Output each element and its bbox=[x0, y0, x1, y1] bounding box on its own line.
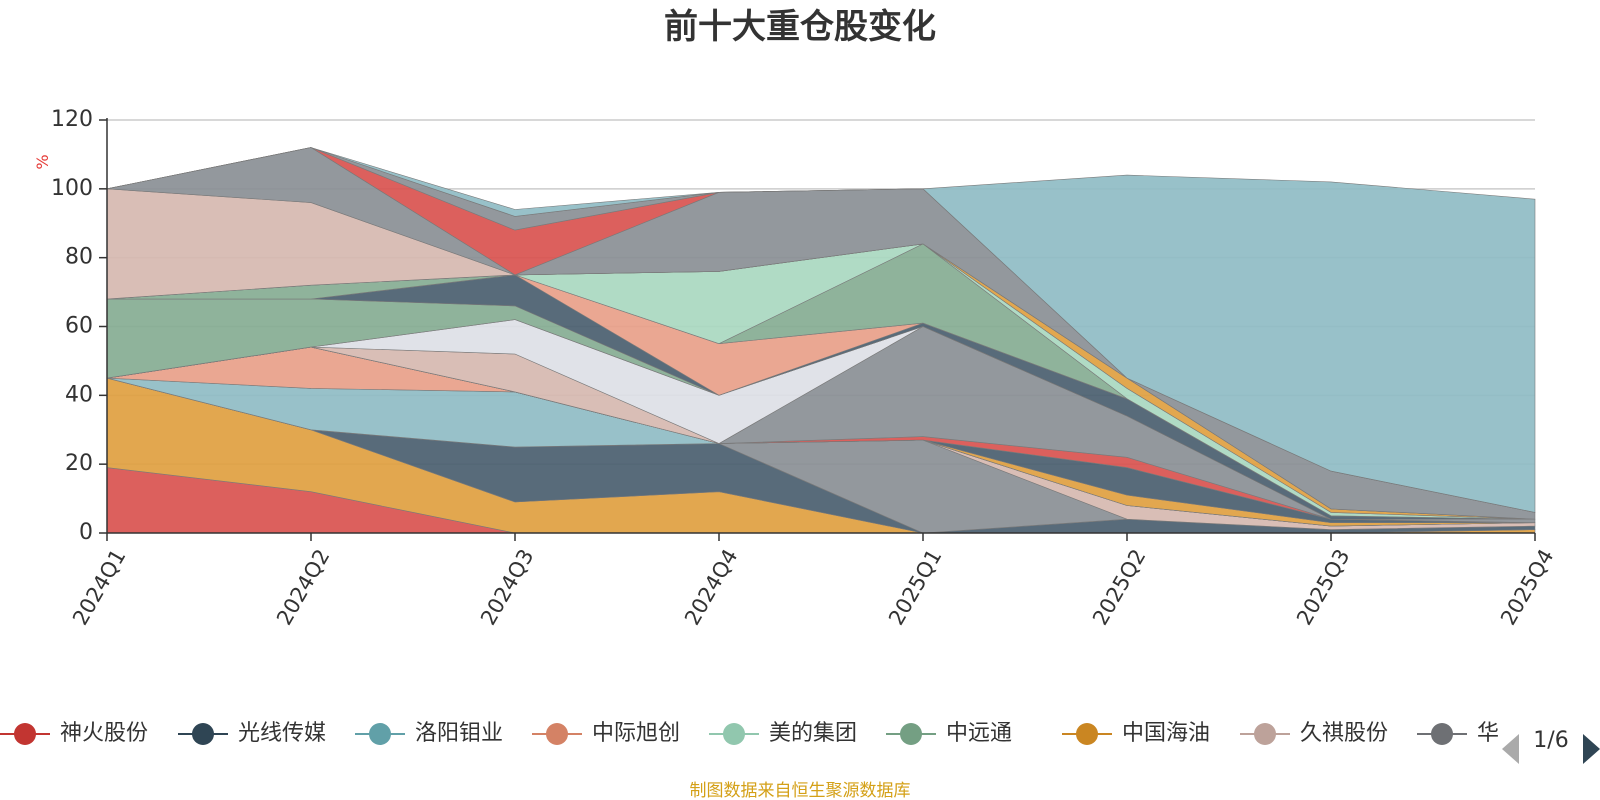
legend-marker-icon bbox=[900, 723, 922, 745]
legend[interactable]: 神火股份 光线传媒 洛阳钼业 中际旭创 美的集团 中远通 中国海油 久祺股份 华 bbox=[0, 721, 1499, 746]
legend-marker-icon bbox=[14, 723, 36, 745]
y-tick-label: 80 bbox=[65, 245, 93, 270]
y-tick-label: 100 bbox=[51, 176, 93, 201]
legend-label: 中远通 bbox=[946, 721, 1012, 746]
legend-pager: 1/6 bbox=[1502, 728, 1600, 764]
legend-label: 神火股份 bbox=[60, 721, 148, 746]
chart-title: 前十大重仓股变化 bbox=[664, 7, 936, 47]
legend-item[interactable]: 美的集团 bbox=[709, 721, 857, 746]
x-tick-label: 2025Q4 bbox=[1496, 545, 1558, 629]
legend-item[interactable]: 神火股份 bbox=[0, 721, 148, 746]
legend-marker-icon bbox=[369, 723, 391, 745]
legend-prev-icon[interactable] bbox=[1502, 734, 1519, 764]
legend-item[interactable]: 中国海油 bbox=[1062, 721, 1210, 746]
y-tick-label: 120 bbox=[51, 107, 93, 132]
x-tick-label: 2024Q2 bbox=[272, 545, 334, 629]
legend-item[interactable]: 久祺股份 bbox=[1240, 721, 1388, 746]
y-axis-label: % bbox=[33, 154, 52, 169]
y-tick-label: 20 bbox=[65, 451, 93, 476]
legend-label: 洛阳钼业 bbox=[415, 721, 503, 746]
area-series bbox=[106, 147, 1536, 513]
legend-marker-icon bbox=[546, 723, 568, 745]
legend-item[interactable]: 华 bbox=[1417, 721, 1499, 746]
x-tick-label: 2025Q2 bbox=[1088, 545, 1150, 629]
legend-marker-icon bbox=[1254, 723, 1276, 745]
legend-next-icon[interactable] bbox=[1583, 734, 1600, 764]
x-tick-label: 2024Q3 bbox=[476, 545, 538, 629]
legend-label: 久祺股份 bbox=[1300, 721, 1388, 746]
legend-item[interactable]: 洛阳钼业 bbox=[355, 721, 503, 746]
legend-marker-icon bbox=[192, 723, 214, 745]
legend-label: 中国海油 bbox=[1122, 721, 1210, 746]
source-note: 制图数据来自恒生聚源数据库 bbox=[690, 781, 911, 800]
legend-label: 光线传媒 bbox=[238, 721, 326, 746]
legend-label: 美的集团 bbox=[769, 721, 857, 746]
legend-marker-icon bbox=[1076, 723, 1098, 745]
legend-page-indicator: 1/6 bbox=[1533, 728, 1568, 753]
legend-marker-icon bbox=[1431, 723, 1453, 745]
x-tick-label: 2025Q3 bbox=[1292, 545, 1354, 629]
x-tick-label: 2024Q1 bbox=[68, 545, 130, 629]
y-tick-label: 40 bbox=[65, 382, 93, 407]
x-tick-label: 2025Q1 bbox=[884, 545, 946, 629]
legend-label: 中际旭创 bbox=[592, 721, 680, 746]
y-tick-label: 60 bbox=[65, 314, 93, 339]
legend-item[interactable]: 光线传媒 bbox=[178, 721, 326, 746]
x-tick-label: 2024Q4 bbox=[680, 545, 742, 629]
legend-label: 华 bbox=[1477, 721, 1499, 746]
legend-item[interactable]: 中际旭创 bbox=[532, 721, 680, 746]
stacked-areas bbox=[106, 147, 1536, 534]
legend-marker-icon bbox=[723, 723, 745, 745]
y-tick-label: 0 bbox=[79, 520, 93, 545]
legend-item[interactable]: 中远通 bbox=[886, 721, 1012, 746]
